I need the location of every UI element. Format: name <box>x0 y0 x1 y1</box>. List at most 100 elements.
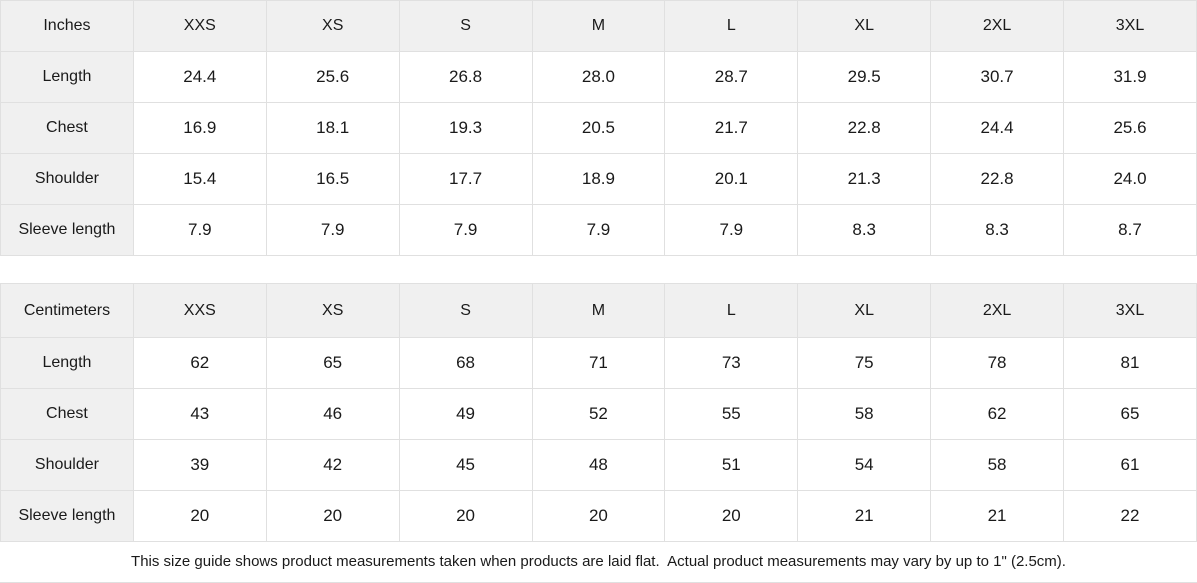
size-value-cell: 20 <box>132 490 267 542</box>
size-value-cell: 62 <box>132 337 267 389</box>
size-value-cell: 43 <box>132 388 267 440</box>
size-value-cell: 20.5 <box>531 102 666 154</box>
size-value-cell: 49 <box>398 388 533 440</box>
size-value-cell: 7.9 <box>531 204 666 256</box>
size-table-inches: Inches XXS XS S M L XL 2XL 3XL Length 24.4 25.6 26.… <box>0 0 1197 256</box>
column-header-s: S <box>398 0 533 52</box>
size-value-cell: 7.9 <box>132 204 267 256</box>
size-value-cell: 54 <box>797 439 932 491</box>
column-header-m: M <box>531 0 666 52</box>
column-header-s: S <box>398 283 533 338</box>
row-label: Chest <box>0 102 134 154</box>
size-value-cell: 22.8 <box>930 153 1064 205</box>
size-value-cell: 62 <box>930 388 1064 440</box>
column-header-xl: XL <box>797 0 932 52</box>
size-value-cell: 55 <box>664 388 799 440</box>
row-label: Sleeve length <box>0 204 134 256</box>
size-value-cell: 24.0 <box>1063 153 1197 205</box>
size-value-cell: 20 <box>531 490 666 542</box>
size-value-cell: 73 <box>664 337 799 389</box>
table-row: Shoulder 15.4 16.5 17.7 18.9 20.1 21.3 22.8 24.0 <box>0 153 1197 205</box>
size-value-cell: 25.6 <box>1063 102 1197 154</box>
size-value-cell: 16.9 <box>132 102 267 154</box>
column-header-xs: XS <box>265 0 400 52</box>
size-value-cell: 20 <box>664 490 799 542</box>
size-value-cell: 65 <box>1063 388 1197 440</box>
table-row: Length 24.4 25.6 26.8 28.0 28.7 29.5 30.7 31.9 <box>0 51 1197 103</box>
size-value-cell: 28.7 <box>664 51 799 103</box>
column-header-m: M <box>531 283 666 338</box>
size-value-cell: 58 <box>930 439 1064 491</box>
size-value-cell: 42 <box>265 439 400 491</box>
size-value-cell: 17.7 <box>398 153 533 205</box>
unit-label: Inches <box>0 0 134 52</box>
column-header-2xl: 2XL <box>930 283 1064 338</box>
column-header-xl: XL <box>797 283 932 338</box>
size-value-cell: 28.0 <box>531 51 666 103</box>
column-header-xxs: XXS <box>132 283 267 338</box>
column-header-l: L <box>664 283 799 338</box>
size-value-cell: 8.3 <box>797 204 932 256</box>
size-value-cell: 31.9 <box>1063 51 1197 103</box>
size-value-cell: 48 <box>531 439 666 491</box>
section-spacer <box>0 256 1197 283</box>
column-header-xxs: XXS <box>132 0 267 52</box>
size-value-cell: 8.3 <box>930 204 1064 256</box>
size-value-cell: 16.5 <box>265 153 400 205</box>
row-label: Shoulder <box>0 439 134 491</box>
size-value-cell: 7.9 <box>664 204 799 256</box>
size-value-cell: 20 <box>265 490 400 542</box>
size-value-cell: 75 <box>797 337 932 389</box>
table-row: Chest 16.9 18.1 19.3 20.5 21.7 22.8 24.4 25.6 <box>0 102 1197 154</box>
table-row: Length 62 65 68 71 73 75 78 81 <box>0 337 1197 389</box>
unit-label: Centimeters <box>0 283 134 338</box>
size-value-cell: 21 <box>930 490 1064 542</box>
size-value-cell: 51 <box>664 439 799 491</box>
size-value-cell: 22 <box>1063 490 1197 542</box>
row-label: Sleeve length <box>0 490 134 542</box>
size-value-cell: 20 <box>398 490 533 542</box>
column-header-3xl: 3XL <box>1063 0 1197 52</box>
size-table-centimeters: Centimeters XXS XS S M L XL 2XL 3XL Length 62 65 68… <box>0 283 1197 542</box>
size-value-cell: 18.1 <box>265 102 400 154</box>
size-value-cell: 21.7 <box>664 102 799 154</box>
size-value-cell: 21 <box>797 490 932 542</box>
column-header-xs: XS <box>265 283 400 338</box>
size-value-cell: 21.3 <box>797 153 932 205</box>
size-value-cell: 78 <box>930 337 1064 389</box>
size-value-cell: 58 <box>797 388 932 440</box>
size-value-cell: 39 <box>132 439 267 491</box>
size-value-cell: 20.1 <box>664 153 799 205</box>
size-value-cell: 26.8 <box>398 51 533 103</box>
size-guide-footnote: This size guide shows product measuremen… <box>0 542 1197 583</box>
column-header-3xl: 3XL <box>1063 283 1197 338</box>
row-label: Chest <box>0 388 134 440</box>
size-value-cell: 46 <box>265 388 400 440</box>
table-row: Sleeve length 20 20 20 20 20 21 21 22 <box>0 490 1197 542</box>
column-header-l: L <box>664 0 799 52</box>
size-value-cell: 15.4 <box>132 153 267 205</box>
row-label: Shoulder <box>0 153 134 205</box>
size-value-cell: 68 <box>398 337 533 389</box>
size-value-cell: 19.3 <box>398 102 533 154</box>
table-header-row: Centimeters XXS XS S M L XL 2XL 3XL <box>0 283 1197 338</box>
size-value-cell: 8.7 <box>1063 204 1197 256</box>
size-value-cell: 61 <box>1063 439 1197 491</box>
size-value-cell: 71 <box>531 337 666 389</box>
column-header-2xl: 2XL <box>930 0 1064 52</box>
size-value-cell: 24.4 <box>930 102 1064 154</box>
size-value-cell: 7.9 <box>398 204 533 256</box>
row-label: Length <box>0 337 134 389</box>
table-row: Chest 43 46 49 52 55 58 62 65 <box>0 388 1197 440</box>
table-header-row: Inches XXS XS S M L XL 2XL 3XL <box>0 0 1197 52</box>
size-value-cell: 25.6 <box>265 51 400 103</box>
size-value-cell: 22.8 <box>797 102 932 154</box>
size-value-cell: 24.4 <box>132 51 267 103</box>
size-value-cell: 18.9 <box>531 153 666 205</box>
size-value-cell: 81 <box>1063 337 1197 389</box>
size-value-cell: 29.5 <box>797 51 932 103</box>
size-value-cell: 45 <box>398 439 533 491</box>
size-value-cell: 65 <box>265 337 400 389</box>
size-value-cell: 7.9 <box>265 204 400 256</box>
